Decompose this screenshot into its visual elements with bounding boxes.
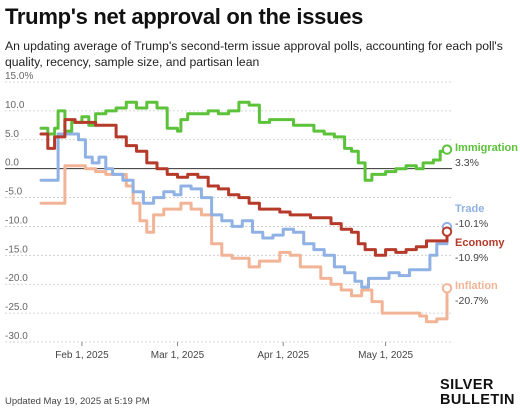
end-marker-economy — [441, 226, 453, 237]
end-marker-inflation — [441, 283, 453, 294]
y-tick-label: -30.0 — [5, 331, 28, 342]
series-value-inflation: -20.7% — [455, 295, 488, 307]
x-tick-label: Feb 1, 2025 — [55, 350, 109, 361]
series-line-immigration — [39, 100, 449, 182]
y-tick-label: 0.0 — [5, 158, 19, 169]
x-tick-label: Mar 1, 2025 — [151, 350, 205, 361]
series-label-economy: Economy — [455, 237, 505, 249]
y-tick-label: -5.0 — [5, 187, 23, 198]
series-label-inflation: Inflation — [455, 280, 498, 292]
brand-line-1: SILVER — [440, 377, 494, 393]
chart-subtitle: An updating average of Trump's second-te… — [5, 39, 503, 69]
series-value-trade: -10.1% — [455, 218, 488, 230]
y-tick-label: -25.0 — [5, 302, 28, 313]
end-marker-immigration — [441, 144, 453, 155]
series-value-immigration: 3.3% — [455, 157, 479, 169]
y-tick-label: -10.0 — [5, 215, 28, 226]
updated-timestamp: Updated May 19, 2025 at 5:19 PM — [5, 396, 150, 407]
chart-title: Trump's net approval on the issues — [5, 4, 364, 29]
y-tick-label: 15.0% — [5, 71, 33, 82]
series-label-immigration: Immigration — [455, 142, 518, 154]
brand-logo: SILVER BULLETIN — [440, 378, 516, 408]
series-line-inflation — [39, 164, 449, 324]
y-tick-label: -20.0 — [5, 273, 28, 284]
series-label-trade: Trade — [455, 203, 484, 215]
x-tick-label: May 1, 2025 — [358, 350, 413, 361]
y-tick-label: -15.0 — [5, 244, 28, 255]
brand-line-2: BULLETIN — [440, 392, 515, 408]
series-line-trade — [39, 132, 449, 289]
y-tick-label: 10.0 — [5, 100, 25, 111]
y-tick-label: 5.0 — [5, 129, 19, 140]
series-value-economy: -10.9% — [455, 252, 488, 264]
series-line-economy — [39, 118, 449, 257]
x-tick-label: Apr 1, 2025 — [257, 350, 309, 361]
